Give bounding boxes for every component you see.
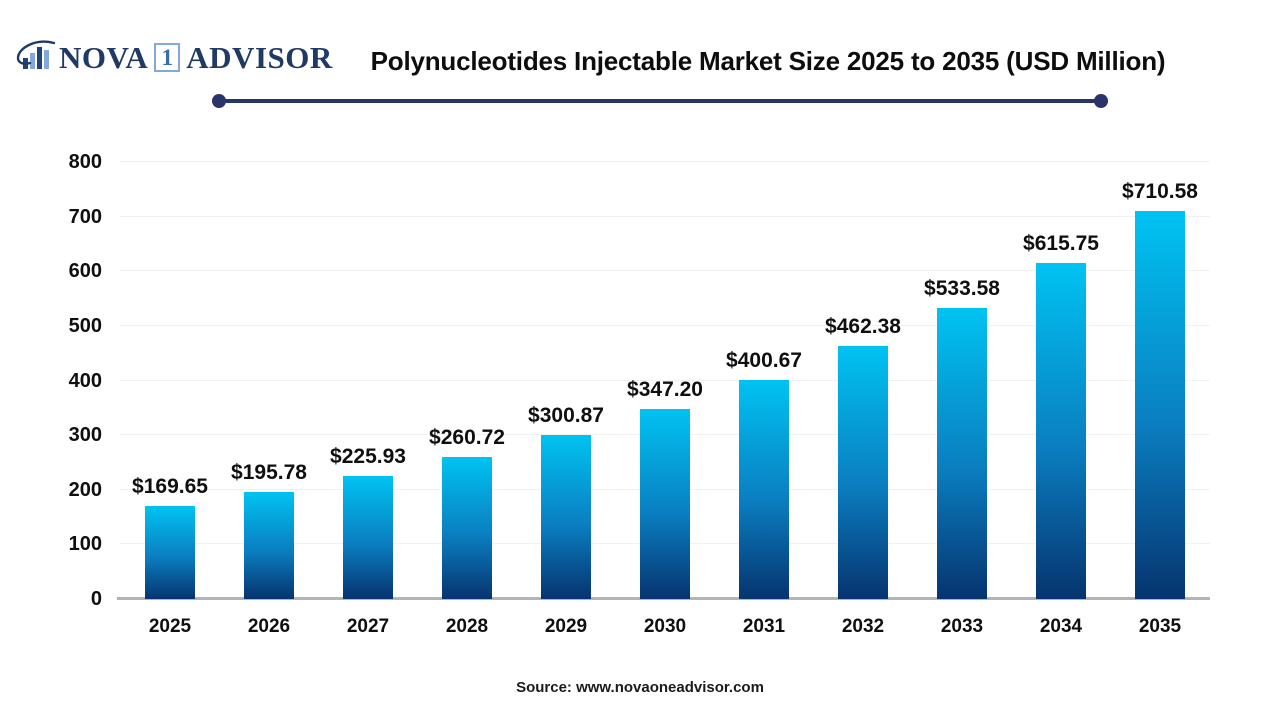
x-tick-2030: 2030 bbox=[643, 616, 687, 637]
gridline-500 bbox=[120, 324, 1210, 326]
bar-2028 bbox=[442, 456, 492, 599]
y-tick-0: 0 bbox=[90, 588, 102, 610]
bar-value-label-2028: $260.72 bbox=[429, 425, 505, 449]
bar-2035 bbox=[1135, 210, 1185, 599]
bar-2030 bbox=[640, 409, 690, 599]
bar-value-label-2026: $195.78 bbox=[231, 461, 307, 485]
bar-2029 bbox=[541, 434, 591, 599]
x-tick-2025: 2025 bbox=[148, 616, 192, 637]
bar-2031 bbox=[739, 380, 789, 599]
y-tick-700: 700 bbox=[68, 205, 102, 228]
logo: NOVA 1 ADVISOR bbox=[16, 36, 333, 78]
bar-value-label-2029: $300.87 bbox=[528, 403, 604, 427]
bar-2033 bbox=[937, 307, 987, 599]
bar-2027 bbox=[343, 475, 393, 599]
gridline-600 bbox=[120, 270, 1210, 272]
y-tick-500: 500 bbox=[68, 314, 102, 337]
logo-text-advisor: ADVISOR bbox=[186, 39, 333, 75]
plot-area: $169.65 $195.78 $225.93 $260.72 $300.87 $347.… bbox=[117, 161, 1210, 600]
logo-one-badge: 1 bbox=[154, 42, 181, 72]
y-tick-200: 200 bbox=[68, 478, 102, 501]
x-tick-2033: 2033 bbox=[940, 616, 984, 637]
y-axis: 0 100 200 300 400 500 600 700 800 bbox=[28, 152, 102, 609]
bar-value-label-2031: $400.67 bbox=[726, 349, 802, 373]
gridline-700 bbox=[120, 215, 1210, 217]
bar-2032 bbox=[838, 346, 888, 599]
x-axis: 2025 2026 2027 2028 2029 2030 2031 2032 2033 2034… bbox=[120, 599, 1210, 643]
bar-chart-swoosh-icon bbox=[16, 40, 56, 69]
bar-value-label-2025: $169.65 bbox=[132, 475, 208, 499]
x-tick-2026: 2026 bbox=[247, 616, 291, 637]
divider-dot-left bbox=[212, 94, 226, 108]
logo-text-nova: NOVA bbox=[59, 39, 149, 75]
bar-value-label-2034: $615.75 bbox=[1023, 231, 1099, 255]
gridline-400 bbox=[120, 379, 1210, 381]
y-tick-400: 400 bbox=[68, 369, 102, 392]
x-tick-2034: 2034 bbox=[1039, 616, 1083, 637]
page-title: Polynucleotides Injectable Market Size 2… bbox=[370, 46, 1166, 76]
x-tick-2032: 2032 bbox=[841, 616, 885, 637]
bar-2034 bbox=[1036, 262, 1086, 599]
title-divider bbox=[212, 94, 1108, 108]
x-tick-2035: 2035 bbox=[1138, 616, 1182, 637]
bar-value-label-2033: $533.58 bbox=[924, 276, 1000, 300]
y-tick-800: 800 bbox=[68, 151, 102, 173]
gridline-800 bbox=[120, 161, 1210, 162]
divider-dot-right bbox=[1094, 94, 1108, 108]
source-text: Source: www.novaoneadvisor.com bbox=[516, 679, 764, 696]
y-tick-300: 300 bbox=[68, 424, 102, 447]
bar-2025 bbox=[145, 506, 195, 599]
x-tick-2028: 2028 bbox=[445, 616, 489, 637]
bar-value-label-2032: $462.38 bbox=[825, 315, 901, 339]
bar-value-label-2035: $710.58 bbox=[1122, 179, 1198, 203]
bar-value-label-2030: $347.20 bbox=[627, 378, 703, 402]
bar-value-label-2027: $225.93 bbox=[330, 444, 406, 468]
x-tick-2027: 2027 bbox=[346, 616, 390, 637]
y-tick-600: 600 bbox=[68, 260, 102, 283]
y-tick-100: 100 bbox=[68, 533, 102, 556]
bar-2026 bbox=[244, 492, 294, 599]
x-tick-2029: 2029 bbox=[544, 616, 588, 637]
x-tick-2031: 2031 bbox=[742, 616, 786, 637]
